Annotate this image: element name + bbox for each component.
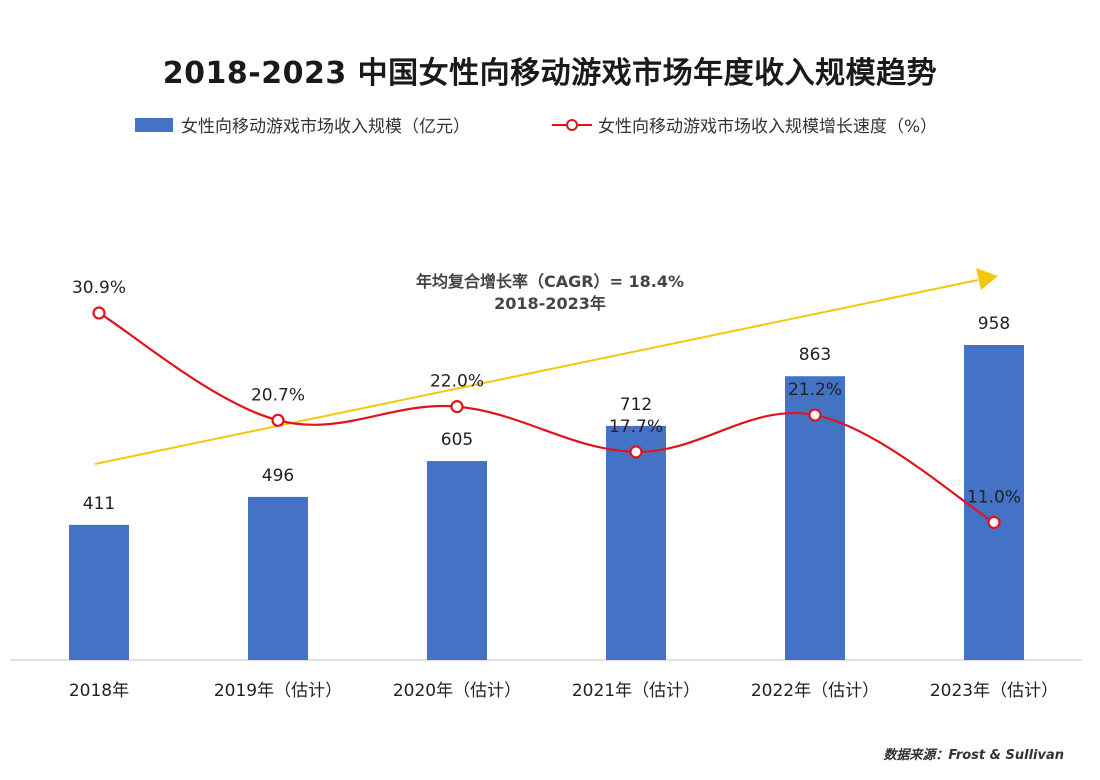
bar-3 <box>606 425 666 660</box>
growth-value-label-0: 30.9% <box>72 278 126 298</box>
legend-item-revenue: 女性向移动游戏市场收入规模（亿元） <box>135 112 470 137</box>
cagr-label: 年均复合增长率（CAGR）= 18.4% <box>416 272 684 291</box>
legend-swatch-bar <box>135 117 173 132</box>
growth-point-2 <box>450 400 464 414</box>
bar-1 <box>248 496 308 660</box>
bar-value-label-2: 605 <box>441 430 473 450</box>
legend-label-growth: 女性向移动游戏市场收入规模增长速度（%） <box>598 117 938 137</box>
x-tick-label-5: 2023年（估计） <box>930 681 1058 701</box>
growth-value-label-3: 17.7% <box>609 417 663 437</box>
growth-point-4 <box>808 408 822 422</box>
bar-value-label-1: 496 <box>262 466 294 486</box>
bar-0 <box>69 524 129 660</box>
chart-title: 2018-2023 中国女性向移动游戏市场年度收入规模趋势 <box>162 56 938 91</box>
cagr-arrow-head <box>976 268 998 290</box>
growth-point-5 <box>987 515 1001 529</box>
bar-4 <box>785 376 845 660</box>
growth-value-label-1: 20.7% <box>251 385 305 405</box>
legend-label-revenue: 女性向移动游戏市场收入规模（亿元） <box>181 117 470 137</box>
x-tick-label-1: 2019年（估计） <box>214 681 342 701</box>
bar-value-label-5: 958 <box>978 314 1010 334</box>
chart-legend: 女性向移动游戏市场收入规模（亿元） 女性向移动游戏市场收入规模增长速度（%） <box>0 112 1100 140</box>
growth-value-label-5: 11.0% <box>967 487 1021 507</box>
growth-point-3 <box>629 445 643 459</box>
source-note: 数据来源：Frost & Sullivan <box>883 748 1064 763</box>
cagr-period-label: 2018-2023年 <box>494 294 606 313</box>
growth-value-label-2: 22.0% <box>430 372 484 392</box>
bar-2 <box>427 461 487 660</box>
growth-point-1 <box>271 413 285 427</box>
bar-value-label-0: 411 <box>83 494 115 514</box>
x-tick-label-0: 2018年 <box>69 681 129 701</box>
bar-5 <box>964 345 1024 660</box>
growth-value-label-4: 21.2% <box>788 380 842 400</box>
legend-item-growth: 女性向移动游戏市场收入规模增长速度（%） <box>552 112 937 137</box>
cagr-trend-line <box>94 279 979 465</box>
growth-rate-line <box>98 312 995 524</box>
bar-value-label-4: 863 <box>799 345 831 365</box>
x-tick-label-4: 2022年（估计） <box>751 681 879 701</box>
bar-value-label-3: 712 <box>620 395 652 415</box>
x-tick-label-2: 2020年（估计） <box>393 681 521 701</box>
growth-point-0 <box>92 306 106 320</box>
legend-swatch-line <box>552 118 592 132</box>
x-tick-label-3: 2021年（估计） <box>572 681 700 701</box>
